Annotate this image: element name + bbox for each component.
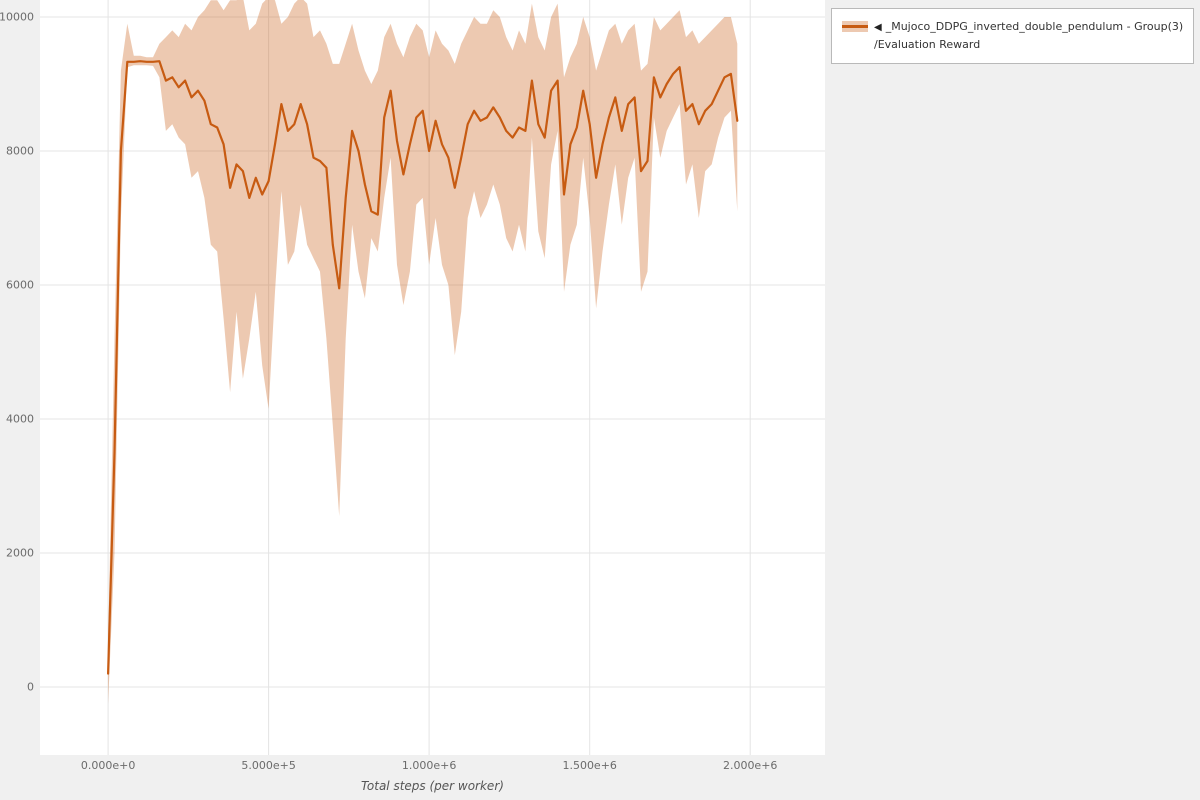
x-tick-label: 1.000e+6 bbox=[401, 759, 457, 772]
y-axis-ticks: 0 2000 4000 6000 8000 10000 bbox=[0, 0, 36, 755]
plot-area[interactable] bbox=[40, 0, 825, 755]
legend-metric-label: /Evaluation Reward bbox=[874, 38, 981, 51]
y-tick-label: 8000 bbox=[6, 144, 34, 158]
legend-series-swatch bbox=[842, 21, 868, 32]
legend-line-swatch bbox=[842, 25, 868, 28]
legend-series-line: ◀ _Mujoco_DDPG_inverted_double_pendulum -… bbox=[874, 18, 1183, 36]
collapse-triangle-icon[interactable]: ◀ bbox=[874, 22, 882, 33]
y-tick-label: 0 bbox=[27, 680, 34, 694]
x-tick-label: 1.500e+6 bbox=[562, 759, 617, 772]
evaluation-reward-line-chart[interactable] bbox=[40, 0, 825, 755]
y-tick-label: 10000 bbox=[0, 10, 34, 24]
y-tick-label: 4000 bbox=[6, 412, 34, 426]
x-tick-label: 2.000e+6 bbox=[722, 759, 778, 772]
x-tick-label: 0.000e+0 bbox=[80, 759, 136, 772]
legend-series-label: _Mujoco_DDPG_inverted_double_pendulum - … bbox=[885, 20, 1184, 33]
legend: ◀ _Mujoco_DDPG_inverted_double_pendulum -… bbox=[831, 8, 1195, 64]
x-axis-ticks: 0.000e+0 5.000e+5 1.000e+6 1.500e+6 2.000e+6 bbox=[40, 755, 825, 773]
y-tick-label: 2000 bbox=[6, 546, 34, 560]
x-axis-label: Total steps (per worker) bbox=[361, 779, 504, 793]
legend-text: ◀ _Mujoco_DDPG_inverted_double_pendulum -… bbox=[874, 18, 1183, 54]
y-tick-label: 6000 bbox=[6, 278, 34, 292]
legend-row: ◀ _Mujoco_DDPG_inverted_double_pendulum -… bbox=[842, 18, 1183, 54]
x-tick-label: 5.000e+5 bbox=[241, 759, 296, 772]
